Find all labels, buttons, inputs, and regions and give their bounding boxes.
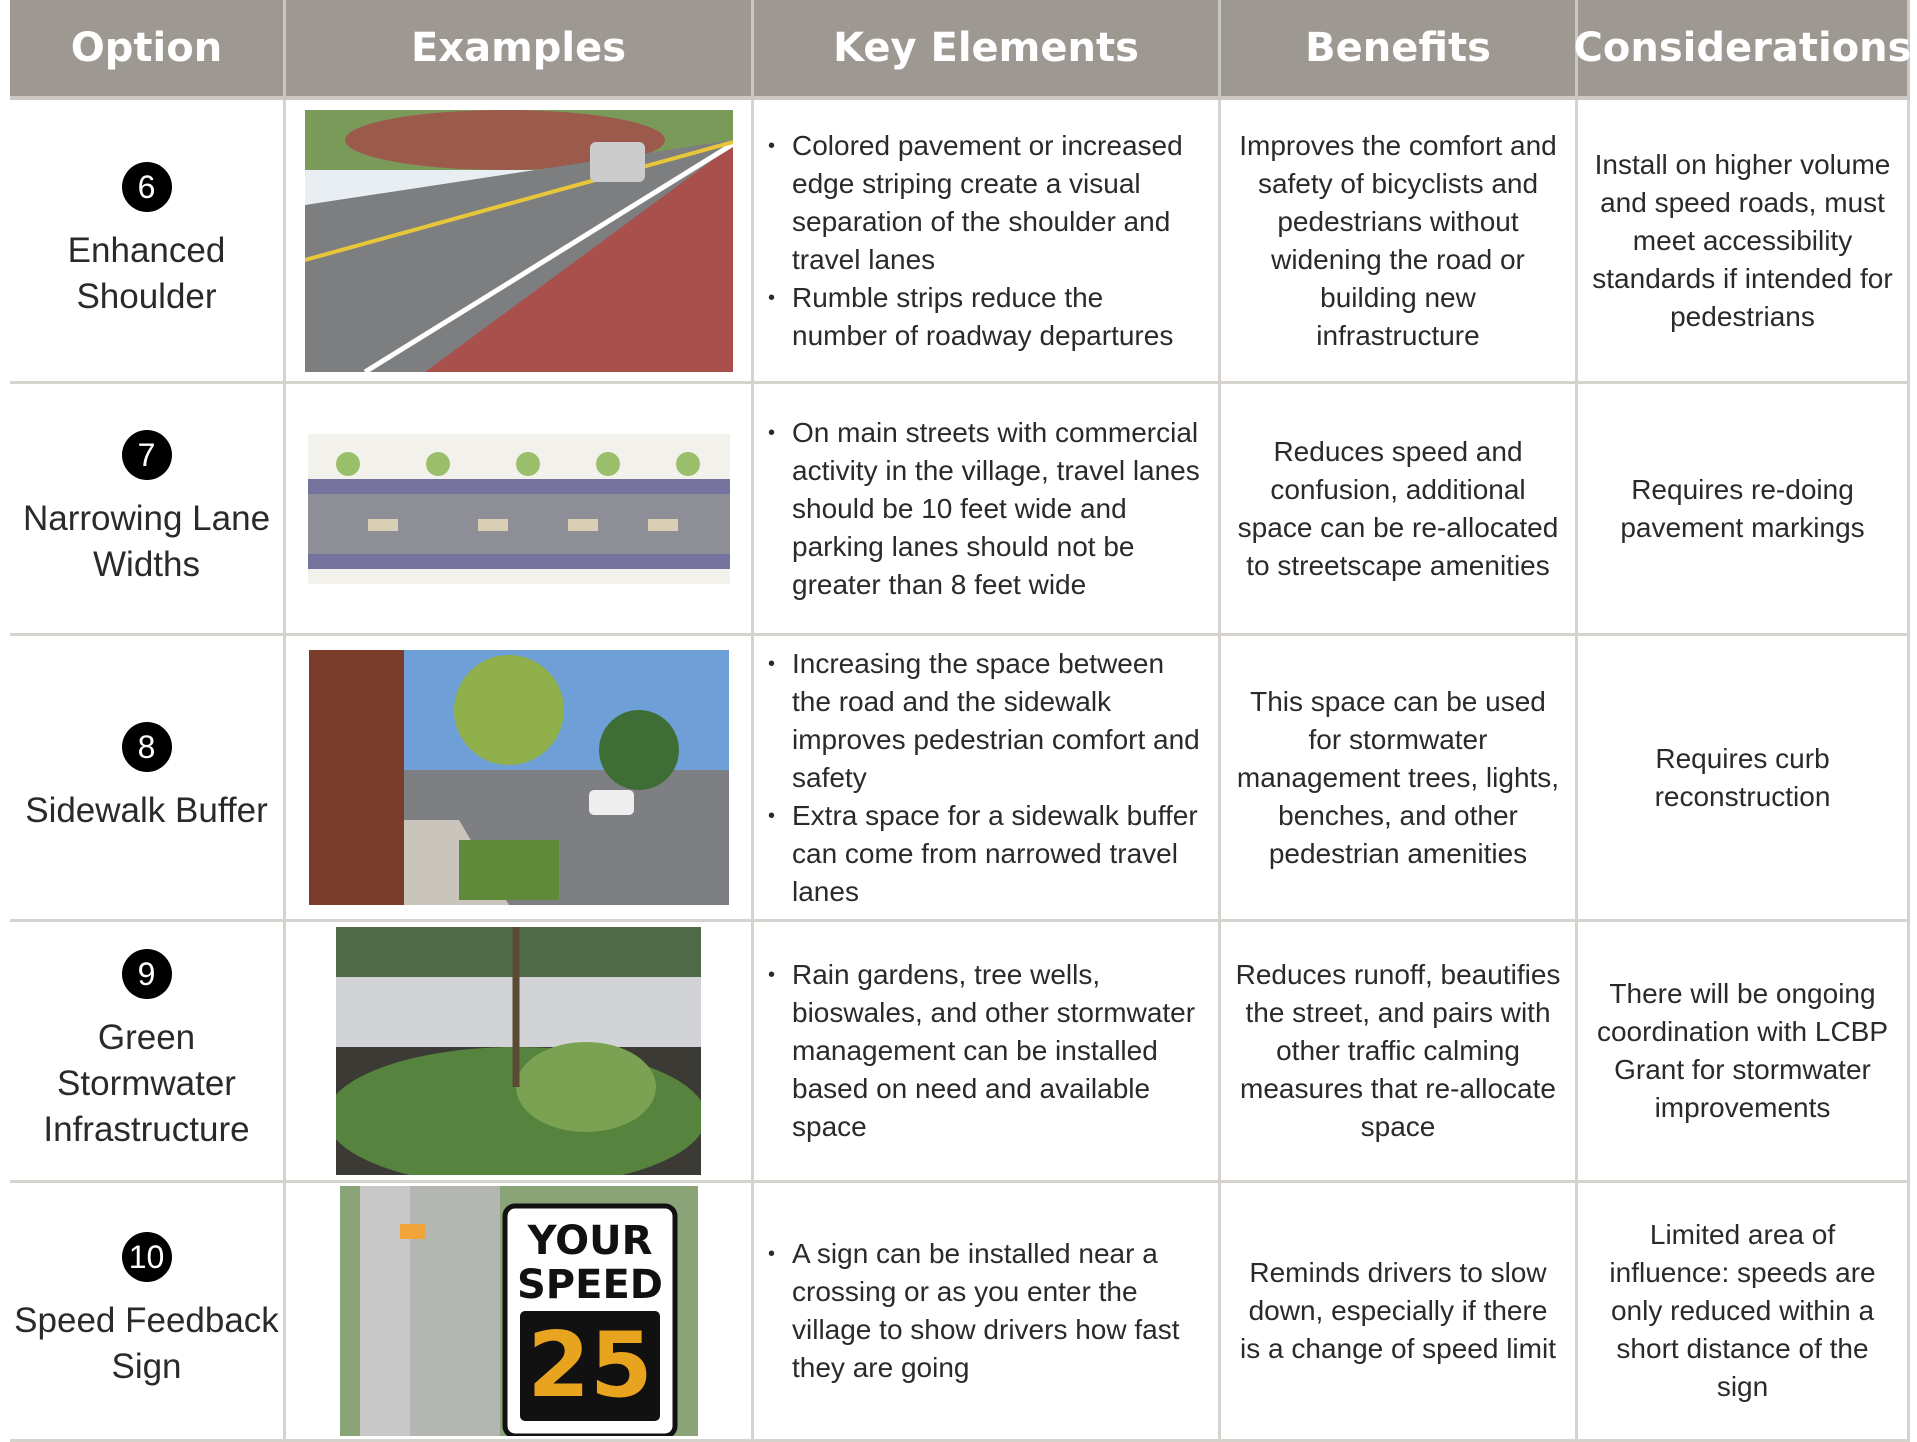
column-header: Option — [10, 0, 286, 100]
benefits-cell: This space can be used for stormwater ma… — [1221, 636, 1578, 922]
illustration-shape — [359, 1186, 410, 1436]
illustration-shape — [567, 518, 598, 531]
key-elements-list: Rain gardens, tree wells, bioswales, and… — [754, 956, 1218, 1146]
option-number: 7 — [121, 429, 172, 480]
benefits-cell: Reduces runoff, beautifies the street, a… — [1221, 922, 1578, 1183]
example-cell — [286, 922, 754, 1183]
considerations-text: Requires curb reconstruction — [1654, 742, 1831, 812]
illustration-shape — [516, 1042, 656, 1132]
key-element: Increasing the space between the road an… — [768, 645, 1204, 797]
benefits-text: Reduces runoff, beautifies the street, a… — [1235, 959, 1561, 1142]
illustration-shape — [675, 451, 700, 476]
key-element: Colored pavement or increased edge strip… — [768, 127, 1204, 279]
illustration-shape — [399, 1224, 425, 1239]
example-cell — [286, 636, 754, 922]
example-cell — [286, 100, 754, 384]
option-name: Speed Feedback Sign — [14, 1301, 279, 1386]
sign-text: 25 — [527, 1313, 652, 1418]
considerations-text: Install on higher volume and speed roads… — [1592, 148, 1893, 332]
option-name: Enhanced Shoulder — [67, 230, 226, 316]
benefits-text: Reduces speed and confusion, additional … — [1237, 435, 1559, 581]
illustration-shape — [307, 553, 730, 569]
column-header: Key Elements — [754, 0, 1221, 100]
example-image — [336, 927, 701, 1175]
benefits-text: This space can be used for stormwater ma… — [1236, 685, 1560, 869]
benefits-text: Reminds drivers to slow down, especially… — [1240, 1257, 1556, 1364]
considerations-text: Limited area of influence: speeds are on… — [1609, 1219, 1876, 1402]
key-elements-cell: A sign can be installed near a crossing … — [754, 1183, 1221, 1442]
benefits-cell: Reduces speed and confusion, additional … — [1221, 384, 1578, 636]
option-name: Green Stormwater Infrastructure — [43, 1018, 250, 1149]
key-element: Extra space for a sidewalk buffer can co… — [768, 797, 1204, 911]
option-cell: 6 Enhanced Shoulder — [10, 100, 286, 384]
example-image — [308, 650, 729, 905]
illustration-shape — [589, 141, 645, 182]
key-element: A sign can be installed near a crossing … — [768, 1235, 1204, 1387]
illustration-shape — [588, 790, 634, 815]
key-element: Rain gardens, tree wells, bioswales, and… — [768, 956, 1204, 1146]
key-elements-list: On main streets with commercial activity… — [754, 414, 1218, 604]
key-elements-cell: On main streets with commercial activity… — [754, 384, 1221, 636]
option-number: 6 — [121, 161, 172, 212]
benefits-cell: Improves the comfort and safety of bicyc… — [1221, 100, 1578, 384]
considerations-cell: Limited area of influence: speeds are on… — [1578, 1183, 1910, 1442]
key-element: Rumble strips reduce the number of roadw… — [768, 279, 1204, 355]
option-name: Sidewalk Buffer — [25, 790, 268, 830]
illustration-shape — [424, 144, 733, 372]
option-number: 9 — [121, 949, 172, 999]
key-elements-list: A sign can be installed near a crossing … — [754, 1235, 1218, 1387]
illustration-shape — [367, 518, 398, 531]
column-header: Benefits — [1221, 0, 1578, 100]
benefits-cell: Reminds drivers to slow down, especially… — [1221, 1183, 1578, 1442]
illustration-shape — [308, 650, 404, 905]
key-element: On main streets with commercial activity… — [768, 414, 1204, 604]
option-cell: 10 Speed Feedback Sign — [10, 1183, 286, 1442]
illustration-shape — [307, 478, 730, 494]
option-name: Narrowing Lane Widths — [22, 498, 271, 584]
illustration-shape — [598, 710, 679, 790]
key-elements-cell: Increasing the space between the road an… — [754, 636, 1221, 922]
illustration-shape — [363, 141, 733, 372]
illustration-shape — [409, 1186, 500, 1436]
considerations-cell: Install on higher volume and speed roads… — [1578, 100, 1910, 384]
illustration-shape — [344, 109, 665, 170]
considerations-cell: Requires re-doing pavement markings — [1578, 384, 1910, 636]
sign-text: YOUR — [526, 1218, 652, 1264]
example-image — [307, 433, 730, 584]
illustration-shape — [335, 451, 360, 476]
illustration-shape — [519, 1311, 660, 1421]
illustration-shape — [304, 139, 733, 262]
illustration-shape — [425, 451, 450, 476]
considerations-cell: There will be ongoing coordination with … — [1578, 922, 1910, 1183]
illustration-shape — [515, 451, 540, 476]
option-cell: 8 Sidewalk Buffer — [10, 636, 286, 922]
considerations-text: There will be ongoing coordination with … — [1596, 978, 1889, 1123]
illustration-shape — [595, 451, 620, 476]
option-cell: 7 Narrowing Lane Widths — [10, 384, 286, 636]
key-elements-cell: Rain gardens, tree wells, bioswales, and… — [754, 922, 1221, 1183]
option-number: 10 — [121, 1232, 172, 1282]
option-cell: 9 Green Stormwater Infrastructure — [10, 922, 286, 1183]
column-header: Examples — [286, 0, 754, 100]
sign-text: SPEED — [517, 1262, 663, 1308]
illustration-shape — [647, 518, 678, 531]
benefits-text: Improves the comfort and safety of bicyc… — [1239, 129, 1557, 351]
key-elements-list: Colored pavement or increased edge strip… — [754, 127, 1218, 355]
example-cell: YOUR SPEED 25 — [286, 1183, 754, 1442]
example-cell — [286, 384, 754, 636]
considerations-text: Requires re-doing pavement markings — [1620, 473, 1865, 543]
illustration-shape — [458, 840, 559, 900]
illustration-shape — [477, 518, 508, 531]
example-image — [304, 109, 733, 372]
key-elements-cell: Colored pavement or increased edge strip… — [754, 100, 1221, 384]
key-elements-list: Increasing the space between the road an… — [754, 645, 1218, 911]
considerations-cell: Requires curb reconstruction — [1578, 636, 1910, 922]
option-number: 8 — [121, 721, 172, 772]
illustration-shape — [453, 655, 564, 765]
column-header: Considerations — [1574, 0, 1911, 100]
